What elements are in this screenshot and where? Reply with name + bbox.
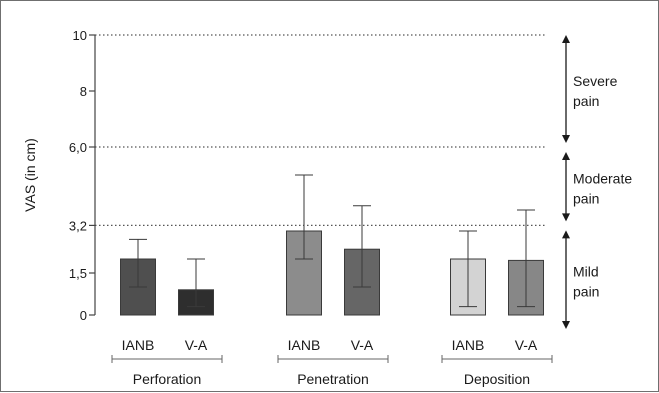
zone-label-0-1: pain [573,93,599,109]
y-tick-label-4: 8 [80,84,87,99]
zone-arrow-up-0 [562,35,570,43]
error-bars [129,174,535,308]
y-tick-label-3: 6,0 [69,140,87,155]
zone-label-2-0: Mild [573,264,599,280]
y-tick-label-5: 10 [73,28,87,43]
zone-label-0-0: Severe [573,73,618,89]
zone-arrow-down-1 [562,213,570,222]
category-label-2-0: IANB [452,337,485,353]
x-axis-labels: IANB V-A Perforation IANB V-A Penetration IANB… [111,337,553,387]
category-label-0-1: V-A [185,337,208,353]
y-ticks: 0 1,5 3,2 6,0 8 10 [69,28,95,323]
zone-label-1-0: Moderate [573,171,632,187]
y-tick-label-2: 3,2 [69,218,87,233]
group-label-1: Penetration [297,371,369,387]
zone-arrow-down-2 [562,321,570,329]
threshold-lines [95,34,547,227]
group-label-0: Perforation [133,371,201,387]
category-label-0-0: IANB [122,337,155,353]
pain-zones: Severe pain Moderate pain Mild pain [562,35,632,329]
category-label-2-1: V-A [515,337,538,353]
y-tick-label-1: 1,5 [69,266,87,281]
category-label-1-1: V-A [351,337,374,353]
y-axis: VAS (in cm) [22,35,96,315]
zone-arrow-up-1 [562,152,570,160]
group-label-2: Deposition [464,371,530,387]
bars [120,230,544,316]
zone-label-2-1: pain [573,284,599,300]
zone-arrow-down-0 [562,135,570,143]
y-axis-label: VAS (in cm) [22,138,38,212]
zone-label-1-1: pain [573,191,599,207]
category-label-1-0: IANB [288,337,321,353]
y-tick-label-0: 0 [80,308,87,323]
zone-arrow-up-2 [562,230,570,239]
